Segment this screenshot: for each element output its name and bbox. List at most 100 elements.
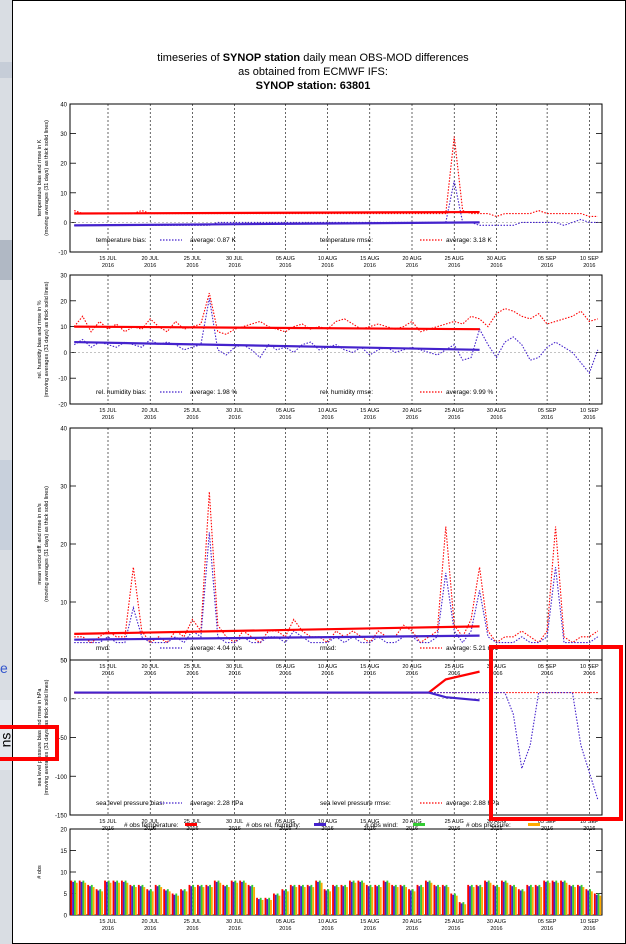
y-tick-label: 20	[60, 299, 67, 305]
obs-count-bar	[168, 891, 171, 915]
x-tick-label: 30 JUL	[226, 919, 243, 925]
obs-count-bar	[104, 880, 106, 915]
obs-count-bar	[247, 884, 250, 915]
obs-count-bar	[107, 880, 110, 915]
x-tick-label: 05 AUG	[276, 919, 295, 925]
rmse-series-line	[73, 292, 598, 335]
obs-count-bar	[365, 884, 368, 915]
y-axis-label: temperature bias and rmse in K	[37, 139, 43, 216]
obs-count-bar	[236, 882, 239, 915]
obs-count-bar	[241, 881, 243, 915]
x-tick-label: 25 AUG	[445, 256, 464, 262]
obs-count-bar	[303, 887, 306, 915]
y-tick-label: 30	[60, 485, 67, 491]
obs-count-bar	[369, 884, 372, 915]
obs-count-bar	[422, 887, 424, 915]
y-tick-label: 30	[60, 274, 67, 280]
obs-count-bar	[528, 886, 531, 915]
obs-count-bar	[470, 884, 473, 915]
obs-count-bar	[92, 887, 95, 915]
x-tick-label: 30 AUG	[487, 256, 506, 262]
obs-count-bar	[320, 882, 323, 915]
obs-count-bar	[580, 884, 583, 915]
x-tick-label: 05 AUG	[276, 819, 295, 825]
obs-count-bar	[447, 887, 450, 915]
legend-rmse-label: sea level pressure rmse:	[320, 800, 391, 807]
y-tick-label: -10	[58, 251, 67, 257]
obs-count-bar	[205, 884, 208, 915]
x-tick-label: 2016	[448, 926, 460, 932]
x-tick-label: 10 SEP	[580, 819, 599, 825]
obs-count-bar	[158, 884, 161, 915]
obs-count-bar	[139, 886, 142, 915]
obs-count-bar	[534, 884, 537, 915]
obs-count-bar	[349, 880, 351, 915]
obs-count-bar	[148, 890, 151, 915]
obs-count-bar	[367, 886, 370, 915]
x-tick-label: 30 JUL	[226, 664, 243, 670]
x-tick-label: 2016	[229, 415, 241, 421]
obs-count-bar	[293, 884, 296, 915]
x-tick-label: 2016	[102, 263, 114, 269]
obs-count-bar	[171, 893, 174, 915]
legend-rmse-label: temperature rmse:	[320, 237, 373, 244]
obs-count-bar	[433, 884, 436, 915]
x-tick-label: 10 SEP	[580, 256, 599, 262]
obs-count-bar	[317, 881, 319, 915]
x-tick-label: 05 SEP	[538, 664, 557, 670]
obs-count-bar	[413, 891, 416, 915]
x-tick-label: 2016	[490, 263, 502, 269]
legend-bias-average: average: 1.98 %	[190, 389, 238, 396]
obs-count-bar	[95, 889, 98, 915]
obs-count-bar	[266, 899, 269, 915]
obs-count-bar	[531, 887, 534, 915]
obs-count-bar	[283, 890, 286, 915]
x-tick-label: 20 AUG	[402, 919, 421, 925]
obs-count-bar	[268, 897, 271, 915]
obs-count-bar	[548, 882, 551, 915]
legend-obs-temperature: # obs temperature:	[124, 822, 179, 829]
obs-count-bar	[154, 884, 157, 915]
obs-count-bar	[386, 880, 389, 915]
obs-count-bar	[362, 882, 365, 915]
obs-count-bar	[327, 889, 330, 915]
obs-count-bar	[504, 880, 507, 915]
obs-count-bar	[352, 880, 355, 915]
y-tick-label: -150	[55, 814, 68, 820]
obs-count-bar	[587, 890, 590, 915]
y-tick-label: -20	[58, 403, 67, 409]
obs-count-bar	[443, 886, 446, 915]
obs-count-bar	[394, 884, 397, 915]
obs-count-bar	[230, 880, 233, 915]
x-tick-label: 20 JUL	[142, 664, 159, 670]
rmse-moving-average	[74, 670, 480, 694]
obs-count-bar	[582, 887, 585, 915]
obs-count-bar	[192, 884, 195, 915]
obs-count-bar	[295, 887, 298, 915]
obs-count-bar	[340, 884, 343, 915]
rmse-series-line	[74, 136, 598, 218]
legend-rmse-average: average: 2.88 hPa	[446, 800, 500, 807]
x-tick-label: 10 AUG	[318, 256, 337, 262]
x-tick-label: 20 JUL	[142, 256, 159, 262]
bias-moving-average	[74, 340, 480, 351]
x-tick-label: 05 SEP	[538, 408, 557, 414]
chart-title-line3: SYNOP station: 63801	[255, 80, 371, 92]
obs-count-bar	[101, 891, 104, 915]
x-tick-label: 05 AUG	[276, 408, 295, 414]
x-tick-label: 25 JUL	[184, 664, 201, 670]
x-tick-label: 25 AUG	[445, 919, 464, 925]
obs-count-bar	[259, 897, 262, 915]
obs-count-bar	[198, 886, 201, 915]
x-tick-label: 2016	[321, 415, 333, 421]
obs-count-bar	[391, 884, 394, 915]
obs-count-bar	[183, 889, 186, 915]
rmse-moving-average	[74, 325, 480, 331]
obs-count-bar	[408, 889, 410, 915]
obs-count-bar	[458, 902, 461, 915]
y-axis-label: (moving averages (31 days) as thick soli…	[44, 679, 50, 795]
x-tick-label: 10 AUG	[318, 919, 337, 925]
legend-rmse-average: average: 3.18 K	[446, 237, 493, 244]
obs-count-bar	[133, 884, 135, 915]
